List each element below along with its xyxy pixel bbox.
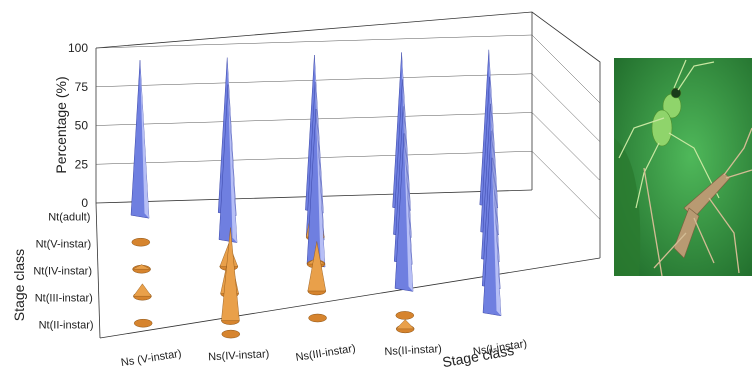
z-tick-label: 50	[75, 119, 89, 133]
x-tick-label: Ns(IV-instar)	[208, 348, 270, 363]
floor-left-edge	[95, 202, 101, 339]
blue-pyramid-highlight	[490, 103, 500, 262]
gridline	[95, 34, 601, 104]
blue-pyramid-highlight	[404, 133, 413, 292]
blue-pyramid-highlight	[227, 57, 237, 216]
orange-cone-mark	[307, 241, 327, 292]
blue-pyramid-highlight	[316, 109, 325, 267]
orange-cone-base	[308, 313, 327, 323]
gridline	[95, 150, 601, 220]
blue-pyramid-highlight	[401, 52, 411, 211]
blue-pyramid-highlight	[140, 60, 149, 219]
blue-pyramid-highlight	[488, 49, 498, 208]
orange-cone-mark	[221, 227, 240, 321]
orange-cone-mark	[133, 283, 152, 297]
z-tick-label: 75	[75, 80, 89, 94]
orange-cone-base	[395, 311, 415, 320]
y-tick-label: Nt(II-instar)	[39, 320, 94, 332]
y-tick-label: Nt(IV-instar)	[33, 266, 92, 278]
orange-cone-mark	[395, 319, 415, 330]
gridline	[95, 73, 601, 142]
orange-cone-mark	[132, 264, 151, 270]
insect-photo	[614, 58, 752, 276]
blue-pyramid-highlight	[228, 84, 237, 243]
y-axis-label: Stage class	[11, 249, 27, 321]
z-axis-label: Percentage (%)	[53, 76, 69, 173]
blue-pyramid-highlight	[314, 55, 324, 213]
blue-pyramid-highlight	[315, 82, 325, 240]
z-tick-label: 0	[81, 196, 88, 210]
blue-pyramid-highlight	[402, 79, 412, 238]
blue-pyramid-highlight	[491, 130, 501, 289]
grid-lines	[95, 34, 601, 220]
z-tick-label: 100	[68, 41, 88, 55]
x-tick-label: Ns (V-instar)	[120, 348, 182, 369]
x-tick-label: Ns(III-instar)	[295, 343, 357, 364]
x-tick-label: Ns(II-instar)	[384, 343, 442, 358]
blue-pyramid-highlight	[489, 76, 499, 235]
z-tick-label: 25	[75, 157, 89, 171]
chart-walls	[95, 11, 601, 339]
orange-cone-base	[131, 237, 151, 247]
y-tick-label: Nt(III-instar)	[35, 293, 93, 305]
orange-cone-base	[133, 318, 153, 328]
y-axis-ticks: Nt(adult) Nt(V-instar) Nt(IV-instar) Nt(III…	[33, 212, 93, 332]
floor-front-edge	[99, 257, 601, 339]
y-tick-label: Nt(adult)	[48, 212, 90, 224]
chart-marks	[130, 49, 502, 339]
back-wall-frame	[95, 11, 601, 258]
y-tick-label: Nt(V-instar)	[36, 239, 92, 251]
blue-pyramid-highlight	[492, 157, 501, 316]
gridline	[95, 112, 601, 181]
orange-cone-base	[221, 329, 241, 339]
z-axis-ticks: 0 25 50 75 100	[68, 41, 88, 210]
